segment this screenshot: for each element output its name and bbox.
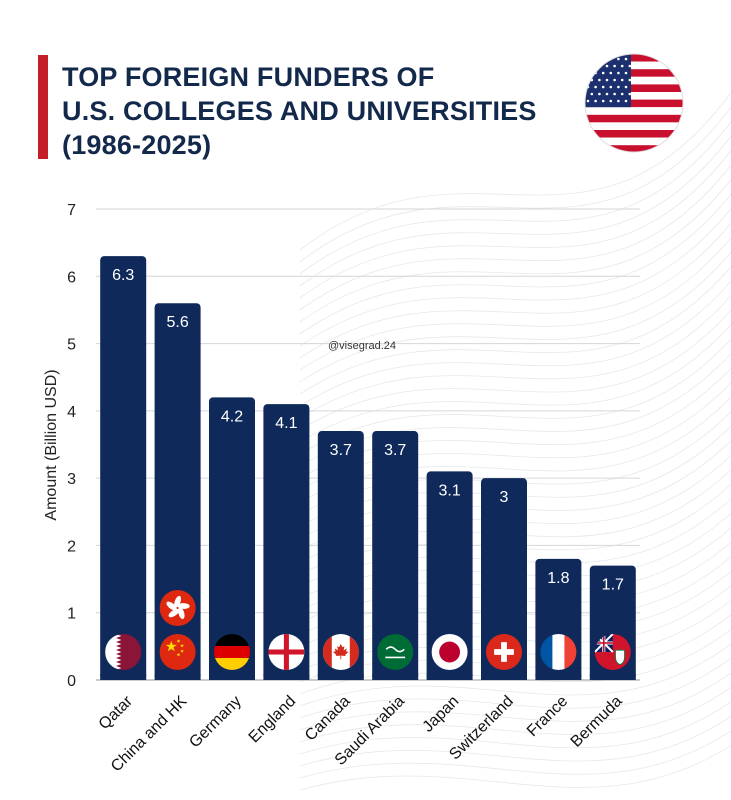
france-flag-icon xyxy=(540,634,577,670)
bar xyxy=(209,397,255,680)
bar-base xyxy=(263,674,310,680)
bar xyxy=(372,431,419,680)
watermark: @visegrad.24 xyxy=(328,340,396,352)
wave-line xyxy=(299,657,731,719)
bar-value-label: 5.6 xyxy=(166,314,188,331)
wave-line xyxy=(299,744,731,791)
y-tick-label: 0 xyxy=(67,673,76,690)
y-axis: 0 1 2 3 4 5 6 7 xyxy=(67,202,76,690)
bar-base xyxy=(589,674,636,680)
y-tick-label: 3 xyxy=(67,471,76,488)
wave-line xyxy=(299,207,731,347)
wave-line xyxy=(299,715,731,767)
bar xyxy=(481,478,527,680)
bar-value-label: 1.7 xyxy=(602,577,624,594)
bar-value-label: 3 xyxy=(500,489,509,506)
bar-base xyxy=(317,674,364,680)
bar-value-label: 3.1 xyxy=(438,482,460,499)
title-line-2: U.S. COLLEGES AND UNIVERSITIES xyxy=(62,96,537,126)
wave-line xyxy=(299,178,731,323)
switzerland-flag-icon xyxy=(486,634,522,670)
y-tick-label: 1 xyxy=(67,606,76,623)
y-tick-label: 5 xyxy=(67,337,76,354)
y-tick-label: 4 xyxy=(67,404,76,421)
china-flag-icon xyxy=(159,634,196,670)
wave-line xyxy=(299,251,731,383)
wave-line xyxy=(299,193,731,335)
wave-line xyxy=(299,701,731,755)
x-category-label: Canada xyxy=(302,693,354,745)
wave-line xyxy=(299,686,731,743)
germany-flag-icon xyxy=(214,634,250,670)
bar-base xyxy=(535,674,582,680)
bar-value-label: 3.7 xyxy=(330,442,352,459)
bar-base xyxy=(209,674,255,680)
bars: 6.3 5.6 4.2 4.1 3.7 3.7 3.1 3 1.8 1.7 xyxy=(100,256,636,680)
title-line-1: TOP FOREIGN FUNDERS OF xyxy=(62,62,435,92)
wave-line xyxy=(299,135,731,287)
japan-flag-icon xyxy=(431,634,468,670)
wave-line xyxy=(299,106,731,263)
bar xyxy=(100,256,147,680)
wave-line xyxy=(299,338,731,455)
qatar-flag-icon xyxy=(105,634,142,670)
y-axis-label: Amount (Billion USD) xyxy=(43,369,60,520)
x-category-label: Qatar xyxy=(96,692,137,733)
bar-value-label: 3.7 xyxy=(384,442,406,459)
wave-line xyxy=(299,280,731,407)
wave-line xyxy=(299,309,731,431)
wave-line xyxy=(299,236,731,371)
wave-line xyxy=(299,643,731,707)
bar xyxy=(317,431,364,680)
flags xyxy=(105,590,631,670)
bar-base xyxy=(481,674,527,680)
y-tick-label: 6 xyxy=(67,269,76,286)
bar-value-label: 4.1 xyxy=(275,415,297,432)
bar xyxy=(154,303,201,680)
y-tick-label: 2 xyxy=(67,538,76,555)
wave-line xyxy=(299,265,731,395)
bar-base xyxy=(372,674,419,680)
wave-line xyxy=(299,164,731,311)
bar-value-label: 1.8 xyxy=(547,570,569,587)
title-accent-bar xyxy=(38,55,48,159)
wave-line xyxy=(299,120,731,275)
bar-value-label: 4.2 xyxy=(221,408,243,425)
bar xyxy=(263,404,310,680)
x-category-label: England xyxy=(246,693,300,747)
bermuda-flag-icon xyxy=(594,634,631,670)
page-title: TOP FOREIGN FUNDERS OF U.S. COLLEGES AND… xyxy=(62,60,537,162)
canada-flag-icon xyxy=(322,634,359,670)
title-line-3: (1986-2025) xyxy=(62,130,212,160)
hong-kong-flag-icon xyxy=(159,590,196,626)
bar-base xyxy=(100,674,147,680)
wave-line xyxy=(299,222,731,359)
bar xyxy=(426,471,473,680)
wave-line xyxy=(299,672,731,731)
bar-base xyxy=(426,674,473,680)
wave-line xyxy=(299,294,731,419)
england-flag-icon xyxy=(268,634,305,670)
x-category-label: Japan xyxy=(420,693,463,736)
saudi-arabia-flag-icon xyxy=(377,634,414,670)
wave-line xyxy=(299,730,731,779)
x-category-label: Bermuda xyxy=(568,693,626,751)
wave-line xyxy=(299,91,731,251)
us-flag-icon xyxy=(584,53,684,153)
x-category-label: Germany xyxy=(186,693,245,752)
bar-value-label: 6.3 xyxy=(112,267,134,284)
x-category-label: France xyxy=(524,693,571,740)
wave-line xyxy=(299,149,731,299)
y-tick-label: 7 xyxy=(67,202,76,219)
bar-base xyxy=(154,674,201,680)
